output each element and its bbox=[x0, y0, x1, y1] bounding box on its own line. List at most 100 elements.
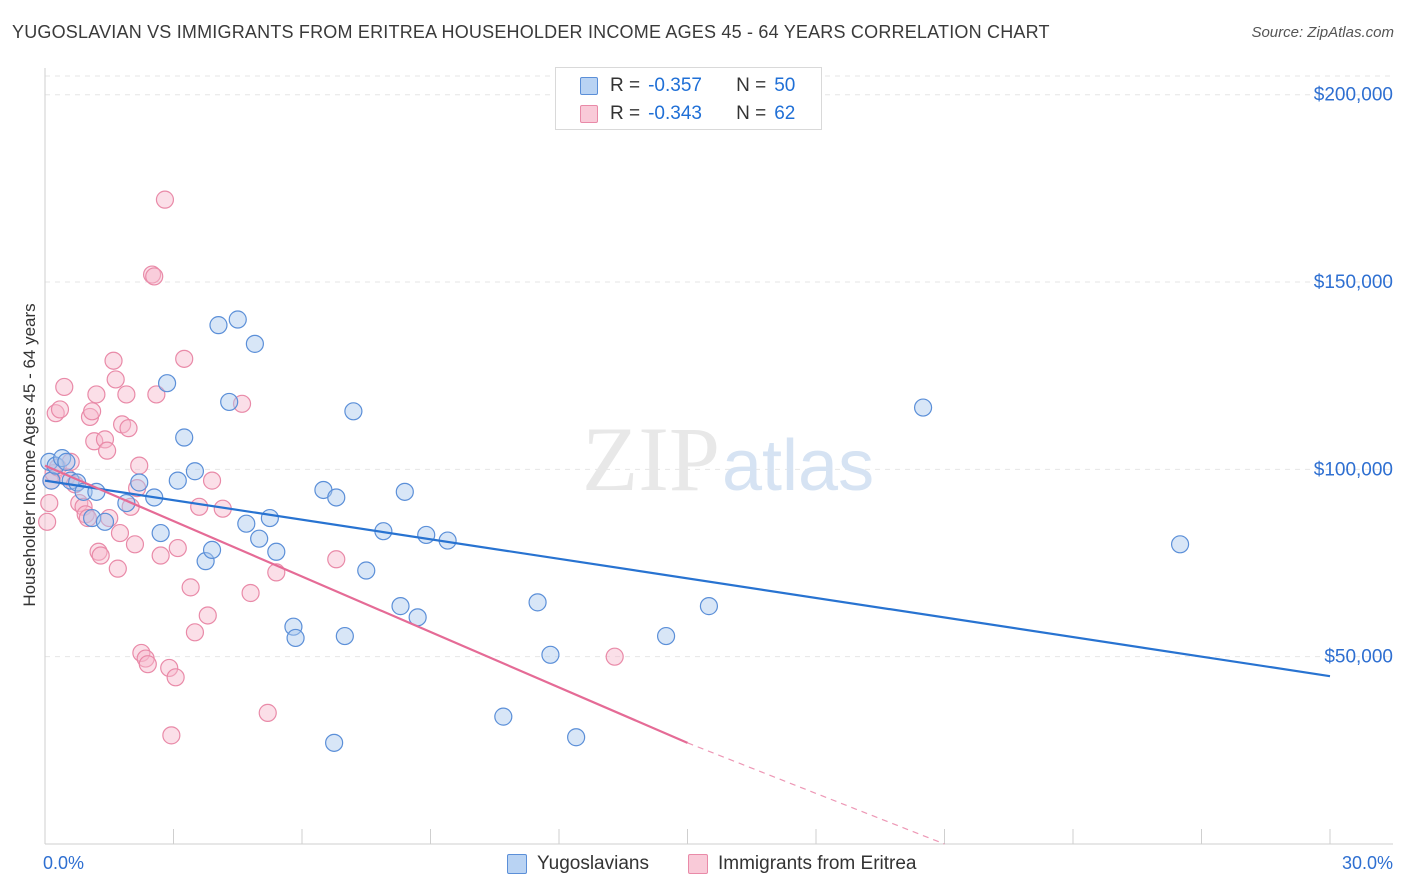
eritrea-point bbox=[145, 267, 164, 286]
eritrea-point bbox=[166, 668, 185, 687]
legend-n-value: 50 bbox=[774, 75, 796, 96]
eritrea-point bbox=[55, 377, 74, 397]
chart-title: YUGOSLAVIAN VS IMMIGRANTS FROM ERITREA H… bbox=[12, 22, 1050, 42]
eritrea-point bbox=[87, 385, 106, 404]
eritrea-point bbox=[181, 578, 200, 597]
eritrea-point bbox=[605, 647, 624, 666]
yugoslavian-point bbox=[95, 512, 115, 531]
eritrea-point bbox=[110, 523, 130, 543]
eritrea-point bbox=[78, 508, 97, 528]
legend-r-value: -0.343 bbox=[648, 103, 702, 124]
yugoslavian-point bbox=[245, 334, 264, 353]
eritrea-point bbox=[117, 385, 136, 404]
legend-n-value: 62 bbox=[774, 103, 796, 124]
eritrea-point bbox=[50, 400, 70, 419]
legend-n-label: N = bbox=[736, 103, 767, 124]
legend-r-label: R = bbox=[610, 103, 641, 124]
series-eritrea-points bbox=[38, 190, 624, 745]
eritrea-point bbox=[38, 512, 57, 531]
bottom-legend-yugoslavians: Yugoslavians bbox=[507, 853, 649, 875]
eritrea-point bbox=[175, 349, 194, 368]
eritrea-point bbox=[168, 538, 187, 558]
source-note: Source: ZipAtlas.com bbox=[1251, 24, 1394, 41]
yugoslavian-point bbox=[327, 488, 346, 507]
eritrea-point bbox=[106, 370, 125, 389]
bottom-legend-label-eritrea: Immigrants from Eritrea bbox=[718, 853, 917, 874]
yugoslavian-point bbox=[335, 626, 354, 646]
yugoslavian-point bbox=[656, 626, 676, 646]
yugoslavian-point bbox=[130, 473, 149, 492]
trend-lines bbox=[44, 464, 1331, 845]
series-yugoslavians-points bbox=[40, 310, 1190, 752]
x-tick-label-min: 0.0% bbox=[43, 853, 84, 873]
yugoslavian-point bbox=[57, 452, 76, 471]
yugoslavian-point bbox=[567, 728, 586, 747]
yugoslavian-point bbox=[168, 471, 187, 490]
yugoslavian-point bbox=[344, 402, 363, 421]
eritrea-point bbox=[95, 430, 115, 449]
yugoslavian-point bbox=[325, 733, 344, 752]
yugoslavian-point bbox=[913, 398, 933, 417]
y-tick-label: $50,000 bbox=[1324, 647, 1393, 668]
yugoslavian-point bbox=[395, 482, 414, 501]
eritrea-point bbox=[104, 351, 123, 370]
x-tick-label-max: 30.0% bbox=[1342, 853, 1393, 873]
eritrea-point bbox=[258, 703, 277, 722]
yugoslavian-point bbox=[196, 552, 215, 571]
grid-lines bbox=[45, 75, 1393, 658]
eritrea-point bbox=[119, 419, 138, 438]
eritrea-point bbox=[130, 456, 149, 475]
yugoslavian-point bbox=[417, 525, 436, 545]
eritrea-point bbox=[155, 190, 175, 209]
correlation-legend: R = -0.357 N = 50 R = -0.343 N = 62 bbox=[555, 67, 822, 130]
legend-n-label: N = bbox=[736, 75, 767, 96]
yugoslavian-point bbox=[528, 593, 547, 612]
yugoslavian-point bbox=[286, 628, 305, 648]
eritrea-point bbox=[241, 583, 260, 603]
eritrea-point bbox=[151, 546, 170, 565]
trend-line-eritrea bbox=[44, 464, 688, 744]
legend-r-value: -0.357 bbox=[648, 75, 702, 96]
yugoslavian-point bbox=[202, 540, 222, 560]
yugoslavian-point bbox=[1170, 535, 1190, 554]
yugoslavian-point bbox=[175, 428, 194, 447]
yugoslavian-point bbox=[267, 542, 286, 561]
yugoslavian-point bbox=[185, 462, 205, 481]
eritrea-point bbox=[125, 535, 145, 554]
y-tick-label: $200,000 bbox=[1314, 85, 1393, 106]
yugoslavian-point bbox=[250, 529, 269, 548]
watermark-zip: ZIP bbox=[582, 408, 720, 510]
yugoslavian-point bbox=[357, 561, 376, 580]
eritrea-point bbox=[147, 385, 166, 404]
bottom-legend-swatch-blue bbox=[507, 854, 527, 874]
bottom-legend-label-yugoslavians: Yugoslavians bbox=[537, 853, 649, 874]
trend-line-eritrea-extension bbox=[687, 742, 945, 845]
legend-r-label: R = bbox=[610, 75, 641, 96]
yugoslavian-point bbox=[699, 597, 719, 616]
eritrea-point bbox=[162, 726, 181, 745]
eritrea-point bbox=[83, 402, 102, 421]
y-tick-labels: $50,000 $100,000 $150,000 $200,000 bbox=[1314, 85, 1393, 668]
eritrea-point bbox=[190, 497, 209, 516]
axes bbox=[44, 68, 1393, 845]
legend-swatch-pink bbox=[580, 105, 598, 123]
legend-swatch-blue bbox=[580, 77, 598, 95]
eritrea-point bbox=[98, 441, 117, 460]
eritrea-point bbox=[138, 655, 157, 674]
bottom-legend-eritrea: Immigrants from Eritrea bbox=[688, 853, 916, 875]
eritrea-point bbox=[91, 546, 110, 565]
yugoslavian-point bbox=[209, 316, 228, 335]
watermark-atlas: atlas bbox=[722, 426, 874, 506]
eritrea-point bbox=[160, 658, 179, 678]
legend-row-eritrea: R = -0.343 N = 62 bbox=[580, 102, 795, 126]
eritrea-point bbox=[327, 550, 346, 569]
yugoslavian-point bbox=[391, 597, 410, 616]
yugoslavian-point bbox=[228, 310, 247, 329]
yugoslavian-point bbox=[260, 508, 279, 528]
yugoslavian-point bbox=[220, 392, 239, 412]
eritrea-point bbox=[202, 471, 222, 490]
yugoslavian-point bbox=[151, 523, 170, 543]
legend-row-yugoslavians: R = -0.357 N = 50 bbox=[580, 74, 795, 98]
eritrea-point bbox=[198, 606, 217, 625]
